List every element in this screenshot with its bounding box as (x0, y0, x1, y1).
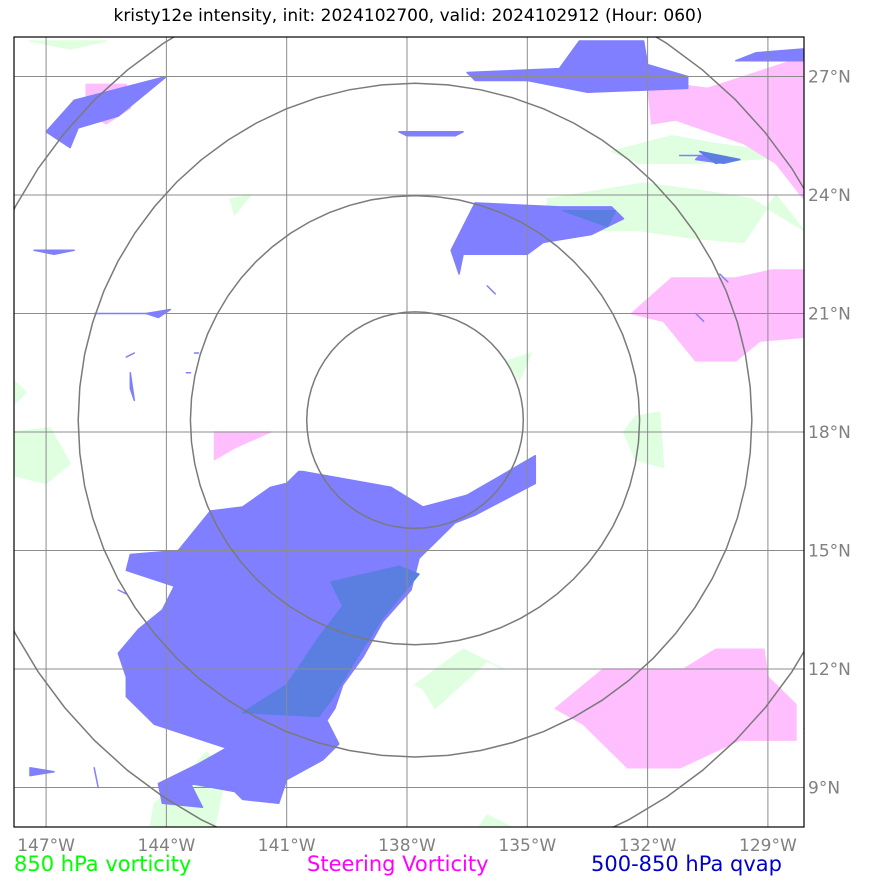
qvap-region-4 (450, 202, 625, 275)
qvap-region-3 (398, 131, 464, 137)
qvap-overlap-region-2 (698, 150, 741, 165)
vorticity-850-region-8 (414, 648, 504, 710)
longitude-tick-label: 129°W (739, 836, 797, 856)
range-ring (14, 37, 804, 827)
legend-steering-vorticity: Steering Vorticity (307, 852, 489, 876)
vorticity-850-region-10 (478, 814, 513, 827)
steering-vorticity-region-1 (646, 56, 804, 200)
qvap-region-1 (466, 40, 689, 94)
graticule (14, 37, 804, 827)
qvap-region-12 (129, 372, 136, 402)
qvap-region-6 (33, 249, 75, 256)
plot-frame (13, 36, 805, 828)
longitude-tick-label: 141°W (258, 836, 316, 856)
vorticity-850-region-3 (229, 194, 252, 216)
vorticity-850-region-2 (14, 427, 71, 485)
longitude-tick-label: 147°W (17, 836, 75, 856)
qvap-region-11 (125, 352, 136, 358)
longitude-labels: 147°W 144°W 141°W 138°W 135°W 132°W 129°W (17, 836, 797, 856)
vorticity-850-region-1 (14, 379, 27, 406)
longitude-tick-label: 144°W (138, 836, 196, 856)
legend-qvap: 500-850 hPa qvap (591, 852, 782, 876)
latitude-tick-label: 18°N (808, 423, 851, 443)
steering-vorticity-fills (85, 56, 804, 769)
vorticity-850-region-0 (29, 40, 107, 50)
latitude-labels: 9°N 12°N 15°N 18°N 21°N 24°N 27°N (808, 68, 851, 799)
qvap-overlap-fills (241, 150, 741, 718)
qvap-region-18 (719, 273, 729, 283)
latitude-tick-label: 27°N (808, 68, 851, 88)
range-ring (77, 82, 753, 758)
qvap-region-0 (45, 75, 168, 149)
longitude-tick-label: 132°W (619, 836, 677, 856)
qvap-region-21 (486, 285, 496, 295)
vorticity-850-region-6 (506, 352, 533, 382)
vorticity-850-region-4 (610, 135, 804, 165)
latitude-tick-label: 9°N (808, 779, 840, 799)
steering-vorticity-region-3 (213, 431, 272, 461)
range-ring (305, 311, 525, 530)
latitude-tick-label: 24°N (808, 186, 851, 206)
qvap-region-16 (93, 767, 99, 789)
qvap-region-2 (735, 48, 804, 62)
latitude-tick-label: 15°N (808, 542, 851, 562)
longitude-tick-label: 138°W (378, 836, 436, 856)
qvap-overlap-region-0 (241, 565, 420, 718)
range-ring (189, 194, 641, 646)
qvap-region-15 (29, 767, 55, 777)
map-title: kristy12e intensity, init: 2024102700, v… (113, 6, 703, 26)
steering-vorticity-region-4 (554, 648, 797, 769)
vorticity-850-region-7 (622, 411, 665, 469)
steering-vorticity-region-2 (630, 269, 804, 362)
legend-850-vorticity: 850 hPa vorticity (14, 852, 192, 876)
latitude-tick-label: 12°N (808, 660, 851, 680)
longitude-tick-label: 135°W (498, 836, 556, 856)
qvap-region-19 (694, 312, 705, 323)
range-rings (14, 37, 804, 827)
qvap-overlap-region-1 (562, 210, 617, 228)
latitude-tick-label: 21°N (808, 305, 851, 325)
